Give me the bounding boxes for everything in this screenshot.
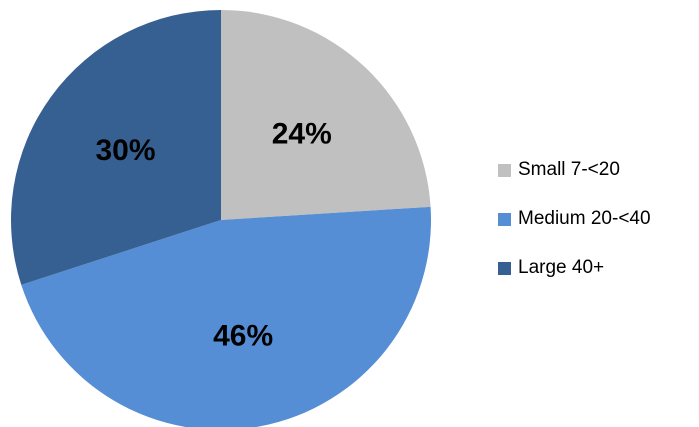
legend-item-medium: Medium 20-<40 (498, 207, 698, 231)
legend-item-small: Small 7-<20 (498, 158, 698, 182)
pie-slice-large (10, 10, 221, 285)
legend-swatch-medium (498, 212, 511, 226)
legend-label-small: Small 7-<20 (518, 159, 620, 180)
data-label-large: 30% (96, 134, 156, 167)
pie-slice-labels: 24% 46% 30% (96, 117, 332, 352)
data-label-medium: 46% (213, 319, 273, 352)
pie-slices (10, 10, 431, 427)
legend-swatch-small (498, 163, 511, 177)
legend: Small 7-<20 Medium 20-<40 Large 40+ (498, 158, 698, 305)
legend-item-large: Large 40+ (498, 256, 698, 280)
data-label-small: 24% (272, 117, 332, 150)
legend-swatch-large (498, 261, 511, 275)
pie-slice-medium (21, 206, 431, 427)
legend-label-large: Large 40+ (518, 257, 605, 278)
pie-slice-small (221, 10, 431, 220)
legend-label-medium: Medium 20-<40 (518, 208, 651, 229)
